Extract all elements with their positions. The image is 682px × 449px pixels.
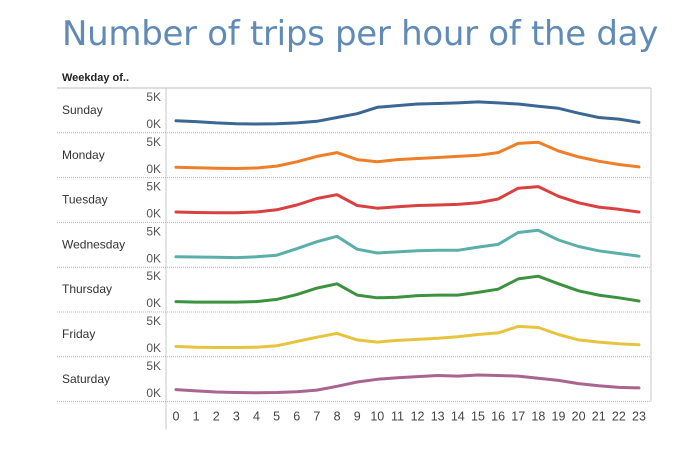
x-tick-label: 23 <box>632 410 646 424</box>
series-line-thursday <box>174 274 641 304</box>
row-label-monday: Monday <box>62 148 105 162</box>
y-tick-label: 0K <box>146 251 161 265</box>
y-tick-label: 5K <box>146 224 161 238</box>
series-line-friday <box>174 324 641 349</box>
x-tick-label: 21 <box>592 410 606 424</box>
row-header: Weekday of.. <box>62 72 130 84</box>
x-tick-label: 19 <box>552 410 566 424</box>
series-line-wednesday <box>174 228 641 260</box>
x-tick-label: 11 <box>391 410 404 424</box>
x-tick-label: 2 <box>213 410 220 424</box>
row-label-tuesday: Tuesday <box>62 193 108 207</box>
x-tick-label: 3 <box>233 410 240 424</box>
x-tick-label: 5 <box>273 410 280 424</box>
x-tick-label: 1 <box>193 410 200 424</box>
chart-title: Number of trips per hour of the day <box>62 14 659 54</box>
x-tick-label: 4 <box>253 410 260 424</box>
y-tick-label: 0K <box>146 386 161 400</box>
y-tick-label: 5K <box>146 135 161 149</box>
y-tick-label: 5K <box>146 90 161 104</box>
y-tick-label: 0K <box>146 296 161 310</box>
x-tick-label: 14 <box>451 410 465 424</box>
y-tick-label: 5K <box>146 180 161 194</box>
x-tick-label: 13 <box>431 410 445 424</box>
row-label-thursday: Thursday <box>62 282 112 296</box>
series-line-saturday <box>174 373 641 395</box>
x-tick-label: 20 <box>572 410 586 424</box>
x-tick-label: 17 <box>511 410 525 424</box>
y-tick-label: 0K <box>146 162 161 176</box>
x-tick-label: 7 <box>313 410 320 424</box>
x-tick-label: 15 <box>471 410 485 424</box>
y-tick-label: 0K <box>146 207 161 221</box>
x-tick-label: 8 <box>334 410 341 424</box>
row-label-sunday: Sunday <box>62 103 103 117</box>
y-tick-label: 5K <box>146 269 161 283</box>
y-tick-label: 5K <box>146 359 161 373</box>
series-line-tuesday <box>174 185 641 215</box>
row-label-wednesday: Wednesday <box>62 237 125 251</box>
y-tick-label: 0K <box>146 341 161 355</box>
x-tick-label: 6 <box>293 410 300 424</box>
series-line-sunday <box>174 100 641 126</box>
x-tick-label: 0 <box>173 410 180 424</box>
y-tick-label: 5K <box>146 314 161 328</box>
x-tick-label: 12 <box>411 410 425 424</box>
x-tick-label: 10 <box>370 410 384 424</box>
row-label-saturday: Saturday <box>62 372 110 386</box>
x-tick-label: 22 <box>612 410 626 424</box>
x-tick-label: 16 <box>491 410 505 424</box>
series-line-monday <box>174 140 641 170</box>
x-tick-label: 18 <box>531 410 545 424</box>
x-tick-label: 9 <box>354 410 361 424</box>
row-label-friday: Friday <box>62 327 95 341</box>
y-tick-label: 0K <box>146 117 161 131</box>
